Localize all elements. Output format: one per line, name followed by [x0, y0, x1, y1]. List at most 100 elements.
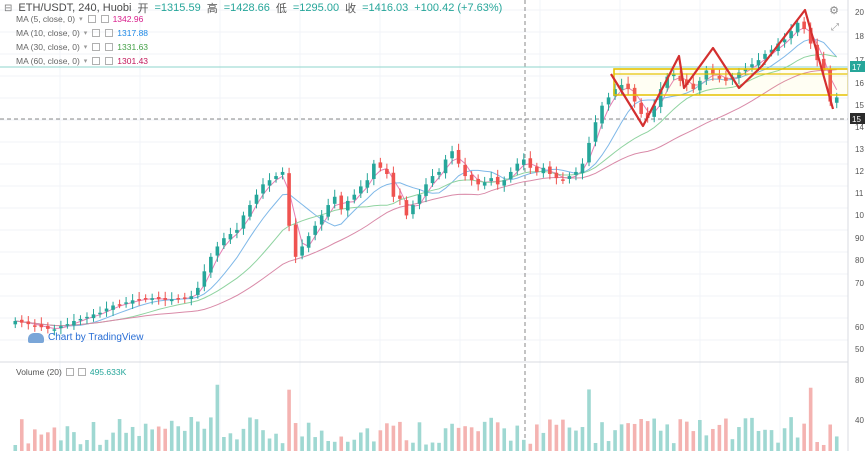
settings-gear-icon[interactable]: ⚙: [829, 5, 839, 17]
volume-bar: [795, 437, 800, 451]
candle-body: [450, 151, 454, 159]
candle-body: [241, 215, 246, 229]
volume-bar: [665, 424, 670, 451]
ma-value: 1301.43: [117, 56, 149, 66]
ma-30-row[interactable]: MA (30, close, 0) ▾ 1331.63: [16, 42, 148, 52]
volume-bar: [46, 432, 50, 451]
close-icon[interactable]: [105, 57, 114, 65]
volume-bar: [352, 439, 357, 451]
chevron-down-icon[interactable]: ▾: [83, 44, 88, 51]
candle-body: [521, 159, 526, 165]
candle-body: [261, 184, 265, 194]
ma-60-row[interactable]: MA (60, close, 0) ▾ 1301.43: [16, 56, 148, 66]
volume-legend[interactable]: Volume (20) 495.633K: [16, 367, 126, 377]
candle-body: [332, 196, 337, 204]
candle-body: [548, 166, 552, 174]
volume-bar: [274, 433, 278, 451]
volume-bar: [293, 423, 298, 451]
volume-bar: [104, 439, 109, 451]
ma-5-row[interactable]: MA (5, close, 0) ▾ 1342.96: [16, 14, 143, 24]
candle-body: [626, 83, 630, 90]
volume-bar: [26, 443, 31, 451]
collapse-icon[interactable]: ⊟: [4, 2, 13, 14]
volume-value: 495.633K: [89, 367, 127, 377]
volume-bar: [209, 417, 213, 451]
candle-body: [378, 162, 383, 168]
ma-10-row[interactable]: MA (10, close, 0) ▾ 1317.88: [16, 28, 148, 38]
candle-body: [808, 27, 813, 44]
symbol-label[interactable]: ETH/USDT, 240, Huobi: [18, 2, 132, 14]
settings-icon[interactable]: [92, 57, 101, 65]
volume-bar: [202, 428, 207, 451]
candle-body: [163, 298, 168, 300]
volume-bar: [587, 389, 591, 451]
candle-body: [287, 173, 291, 226]
candle-body: [717, 75, 722, 79]
volume-bar: [567, 427, 572, 451]
candle-body: [495, 176, 500, 185]
candle-body: [430, 176, 435, 184]
settings-icon[interactable]: [65, 368, 74, 376]
candle-body: [469, 174, 474, 181]
volume-bar: [91, 422, 96, 451]
settings-icon[interactable]: [87, 15, 96, 23]
volume-bar: [111, 432, 115, 451]
candle-body: [619, 84, 624, 91]
settings-icon[interactable]: [92, 29, 101, 37]
candle-body: [600, 105, 604, 124]
volume-bar: [78, 444, 83, 451]
candle-body: [189, 296, 194, 300]
volume-bar: [619, 424, 624, 451]
chart-header: ⊟ ETH/USDT, 240, Huobi 开 =1315.59 高 =1428.…: [4, 0, 502, 16]
ma-value: 1331.63: [117, 42, 149, 52]
volume-bar: [554, 424, 559, 451]
pattern-drawing[interactable]: [610, 8, 849, 128]
candle-body: [756, 60, 761, 66]
volume-bar: [59, 440, 63, 451]
volume-bar: [411, 442, 415, 451]
close-icon[interactable]: [105, 43, 114, 51]
candle-body: [169, 299, 174, 302]
settings-icon[interactable]: [92, 43, 101, 51]
candle-body: [750, 64, 754, 68]
candle-body: [359, 186, 363, 194]
close-icon[interactable]: [105, 29, 114, 37]
volume-bar: [261, 430, 265, 451]
chevron-down-icon[interactable]: ▾: [83, 30, 88, 37]
volume-bar: [378, 430, 383, 451]
volume-bar: [19, 419, 24, 451]
volume-bar: [789, 417, 793, 451]
volume-bar: [430, 442, 435, 451]
volume-bar: [561, 419, 565, 451]
close-icon[interactable]: [100, 15, 109, 23]
volume-tick-label: 80: [855, 376, 864, 385]
tradingview-watermark[interactable]: Chart by TradingView: [28, 332, 143, 343]
candle-body: [515, 163, 520, 171]
candle-body: [91, 314, 96, 319]
volume-bar: [235, 439, 239, 451]
volume-bar: [450, 423, 454, 451]
candle-body: [176, 298, 181, 300]
guides: [0, 0, 848, 451]
candle-body: [502, 180, 507, 186]
volume-bar: [489, 417, 493, 451]
close-icon[interactable]: [77, 368, 86, 376]
volume-bar: [248, 417, 252, 451]
chevron-down-icon[interactable]: ▾: [79, 16, 83, 23]
candle-body: [789, 31, 793, 39]
volume-bar: [117, 419, 122, 451]
candle-body: [554, 172, 559, 179]
volume-bar: [495, 422, 500, 451]
price-tick-label: 80: [855, 256, 864, 265]
ma-label: MA (5, close, 0): [16, 14, 76, 24]
volume-bar: [548, 419, 552, 451]
candle-body: [561, 179, 565, 181]
candle-body: [111, 305, 115, 310]
chevron-down-icon[interactable]: ▾: [83, 58, 88, 65]
volume-bar: [287, 389, 291, 451]
expand-icon[interactable]: ⤢: [831, 22, 839, 33]
volume-bar: [782, 428, 787, 451]
candle-body: [293, 224, 298, 257]
